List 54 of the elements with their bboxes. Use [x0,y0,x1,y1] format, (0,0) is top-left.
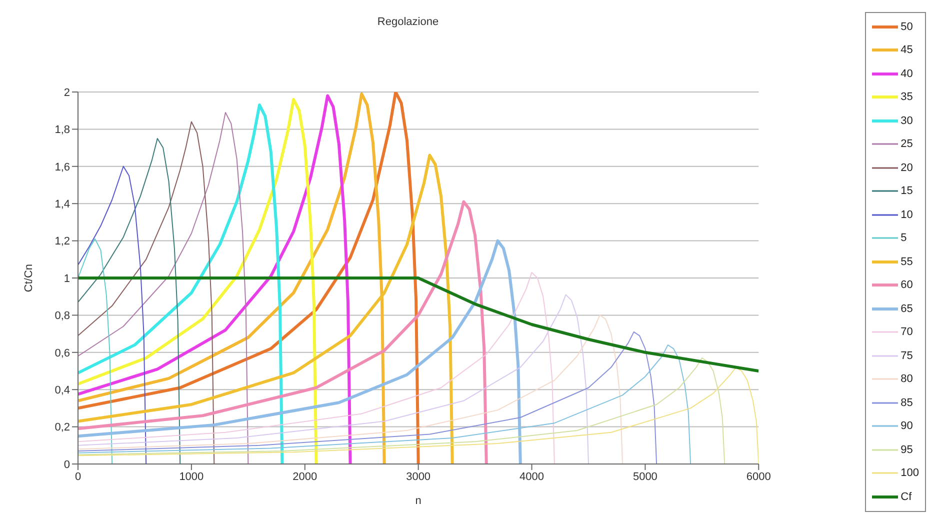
legend-label: 90 [900,420,913,432]
x-tick-label: 1000 [179,470,204,483]
legend-label: 85 [900,396,913,409]
legend-label: 55 [900,256,913,268]
y-tick-label: 0,8 [54,310,70,322]
legend-label: 75 [900,350,913,362]
x-tick-label: 4000 [520,470,544,483]
y-tick-label: 0,4 [54,384,70,397]
line-series [78,138,181,464]
x-tick-label: 6000 [746,470,771,483]
y-tick-label: 1,8 [54,124,70,136]
y-tick-label: 0 [64,458,70,471]
x-tick-label: 2000 [292,470,318,483]
y-tick-label: 1,6 [54,161,70,174]
line-series [78,200,488,464]
line-series [78,104,284,464]
x-tick-label: 5000 [632,470,658,483]
x-tick-label: 3000 [406,470,431,483]
line-series [78,121,215,464]
y-axis-title: Ct/Cn [22,264,35,292]
line-series [78,238,113,464]
legend-label: 80 [900,373,913,386]
y-tick-label: 0,2 [54,422,70,434]
line-series [78,314,624,464]
legend-label: 50 [900,20,913,33]
legend-label: 35 [900,91,913,104]
line-series [78,276,759,372]
x-tick-label: 0 [74,470,82,483]
line-series [78,239,522,464]
chart-title: Regolazione [376,16,440,28]
line-series [78,166,147,464]
y-tick-label: 0,6 [54,347,70,360]
y-tick-label: 2 [64,86,70,99]
legend-label: 10 [900,208,913,221]
legend-label: 5 [900,232,907,244]
x-axis-title: n [415,495,422,507]
legend-label: 40 [900,68,913,80]
legend-label: 95 [900,444,913,456]
legend-label: 15 [900,185,913,198]
legend-label: 30 [900,114,913,127]
line-series [78,294,589,464]
y-tick-label: 1,2 [54,236,70,248]
legend-label: 20 [900,162,913,174]
line-series [78,272,555,464]
legend-label: 65 [900,302,913,315]
y-tick-label: 1 [64,272,70,285]
legend-label: Cf [900,490,912,503]
legend-label: 70 [900,326,913,338]
legend-label: 100 [900,467,919,480]
y-tick-label: 1,4 [54,198,70,211]
line-series [78,112,249,464]
legend-label: 60 [900,279,913,292]
legend-label: 25 [900,138,913,150]
legend-label: 45 [900,44,913,56]
